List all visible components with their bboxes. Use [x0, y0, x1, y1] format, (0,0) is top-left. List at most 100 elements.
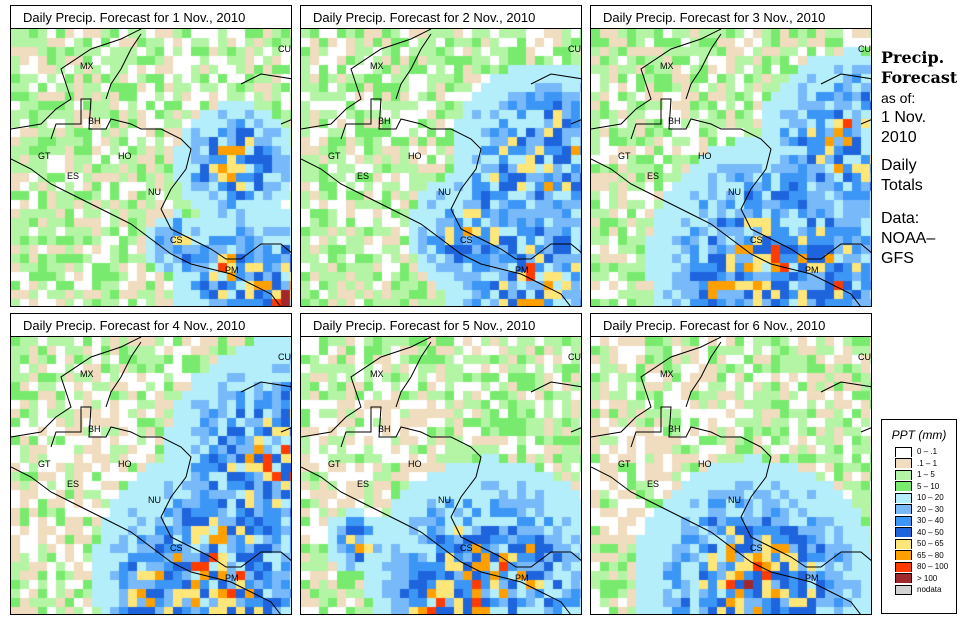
legend-item: 20 – 30: [895, 504, 956, 516]
coastline-borders: [301, 337, 581, 614]
legend-swatch: [895, 458, 912, 469]
legend-label: 50 – 65: [917, 539, 944, 549]
legend-item: 65 – 80: [895, 550, 956, 562]
legend-label: 65 – 80: [917, 550, 944, 560]
legend-swatch: [895, 515, 912, 526]
country-label-gt: GT: [618, 459, 631, 469]
forecast-panel-day-6: Daily Precip. Forecast for 6 Nov., 2010 …: [590, 313, 872, 615]
country-label-mx: MX: [660, 61, 674, 71]
country-label-es: ES: [647, 479, 660, 489]
country-label-mx: MX: [660, 369, 674, 379]
info-data: Data:: [881, 210, 920, 227]
country-label-pm: PM: [805, 265, 819, 275]
country-label-nu: NU: [148, 187, 161, 197]
legend-swatch: [895, 446, 912, 457]
country-label-cs: CS: [750, 543, 763, 553]
country-label-pm: PM: [805, 573, 819, 583]
country-label-es: ES: [647, 171, 660, 181]
country-label-cu: CU: [278, 352, 291, 362]
precip-map: MX BH GT HO ES NU CS PM CU: [590, 337, 872, 615]
legend-title: PPT (mm): [891, 428, 947, 442]
legend-item: 40 – 50: [895, 527, 956, 539]
legend-item: 5 – 10: [895, 481, 956, 493]
country-label-es: ES: [67, 171, 80, 181]
info-daily: Daily: [881, 157, 917, 174]
country-label-bh: BH: [378, 424, 391, 434]
country-label-cs: CS: [460, 235, 473, 245]
legend-swatch: [895, 538, 912, 549]
country-label-ho: HO: [408, 459, 422, 469]
country-label-bh: BH: [88, 116, 101, 126]
legend-label: 0 – .1: [917, 447, 938, 457]
country-label-cu: CU: [568, 44, 581, 54]
country-label-es: ES: [67, 479, 80, 489]
info-year: 2010: [881, 129, 917, 146]
country-label-cu: CU: [278, 44, 291, 54]
country-label-cs: CS: [750, 235, 763, 245]
info-title-2: Forecast: [881, 68, 958, 87]
coastline-borders: [11, 337, 291, 614]
legend-item: > 100: [895, 573, 956, 585]
legend-label: 1 – 5: [917, 470, 935, 480]
country-label-ho: HO: [408, 151, 422, 161]
forecast-panel-day-2: Daily Precip. Forecast for 2 Nov., 2010 …: [300, 5, 582, 307]
panel-title: Daily Precip. Forecast for 5 Nov., 2010: [300, 313, 582, 337]
legend-item: 1 – 5: [895, 469, 956, 481]
panel-title: Daily Precip. Forecast for 3 Nov., 2010: [590, 5, 872, 29]
country-label-pm: PM: [225, 265, 239, 275]
legend-swatch: [895, 481, 912, 492]
legend-swatch: [895, 584, 912, 595]
legend-swatch: [895, 527, 912, 538]
country-label-nu: NU: [728, 187, 741, 197]
country-label-ho: HO: [698, 151, 712, 161]
forecast-info: Precip. Forecast as of: 1 Nov. 2010 Dail…: [881, 48, 966, 269]
country-label-cs: CS: [170, 235, 183, 245]
legend-swatch: [895, 550, 912, 561]
legend-item: 50 – 65: [895, 538, 956, 550]
country-label-mx: MX: [370, 61, 384, 71]
panel-title: Daily Precip. Forecast for 1 Nov., 2010: [10, 5, 292, 29]
legend-swatch: [895, 469, 912, 480]
precip-grid: [591, 337, 871, 614]
info-source-2: GFS: [881, 250, 914, 267]
country-label-bh: BH: [668, 424, 681, 434]
legend-item: .1 – 1: [895, 458, 956, 470]
country-label-mx: MX: [80, 369, 94, 379]
legend-label: 40 – 50: [917, 527, 944, 537]
coastline-borders: [591, 29, 871, 306]
legend-swatch: [895, 561, 912, 572]
country-label-nu: NU: [728, 495, 741, 505]
country-label-gt: GT: [38, 151, 51, 161]
legend-swatch: [895, 573, 912, 584]
info-title-1: Precip.: [881, 48, 945, 67]
country-label-gt: GT: [618, 151, 631, 161]
precip-grid: [11, 29, 291, 306]
precip-grid: [591, 29, 871, 306]
legend-item: 30 – 40: [895, 515, 956, 527]
country-label-ho: HO: [698, 459, 712, 469]
legend-label: .1 – 1: [917, 458, 938, 468]
country-label-mx: MX: [370, 369, 384, 379]
country-label-cu: CU: [858, 44, 871, 54]
info-totals: Totals: [881, 177, 923, 194]
panel-title: Daily Precip. Forecast for 4 Nov., 2010: [10, 313, 292, 337]
info-asof: as of:: [881, 90, 916, 106]
precip-map: MX BH GT HO ES NU CS PM CU: [10, 29, 292, 307]
country-label-pm: PM: [515, 265, 529, 275]
country-label-es: ES: [357, 171, 370, 181]
country-label-pm: PM: [515, 573, 529, 583]
country-label-cs: CS: [170, 543, 183, 553]
country-label-gt: GT: [38, 459, 51, 469]
forecast-panel-day-3: Daily Precip. Forecast for 3 Nov., 2010 …: [590, 5, 872, 307]
country-label-mx: MX: [80, 61, 94, 71]
legend-item: 80 – 100: [895, 561, 956, 573]
country-label-gt: GT: [328, 151, 341, 161]
panel-title: Daily Precip. Forecast for 2 Nov., 2010: [300, 5, 582, 29]
precip-grid: [301, 29, 581, 306]
country-label-bh: BH: [378, 116, 391, 126]
legend-label: 10 – 20: [917, 493, 944, 503]
country-label-nu: NU: [148, 495, 161, 505]
country-label-cu: CU: [568, 352, 581, 362]
panel-title: Daily Precip. Forecast for 6 Nov., 2010: [590, 313, 872, 337]
country-label-ho: HO: [118, 459, 132, 469]
